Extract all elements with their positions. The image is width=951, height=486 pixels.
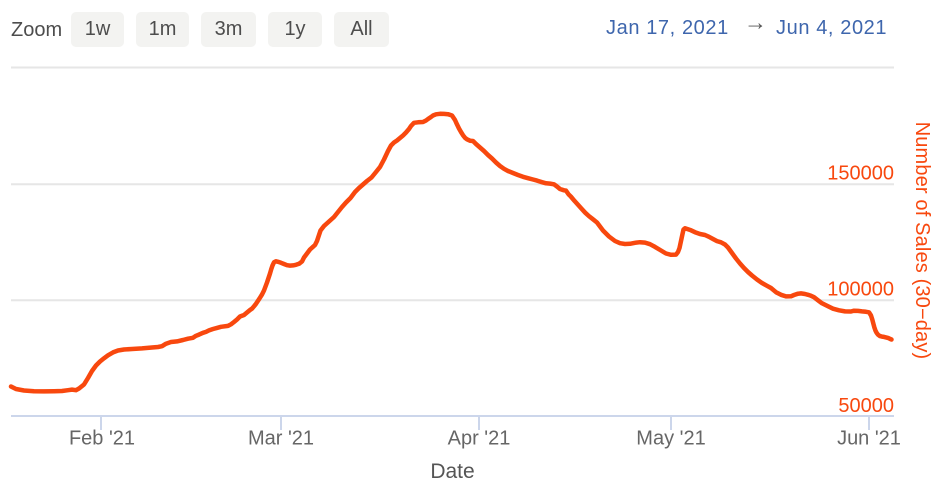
svg-text:May '21: May '21 [636, 428, 705, 450]
svg-text:150000: 150000 [827, 163, 894, 185]
svg-text:Date: Date [430, 460, 474, 483]
svg-text:Apr '21: Apr '21 [448, 428, 511, 450]
svg-text:100000: 100000 [827, 279, 894, 301]
svg-text:Mar '21: Mar '21 [248, 428, 314, 450]
svg-text:Jun '21: Jun '21 [837, 428, 901, 450]
svg-text:Number of Sales (30−day): Number of Sales (30−day) [911, 122, 933, 360]
svg-text:Feb '21: Feb '21 [69, 428, 135, 450]
svg-text:50000: 50000 [838, 395, 894, 417]
